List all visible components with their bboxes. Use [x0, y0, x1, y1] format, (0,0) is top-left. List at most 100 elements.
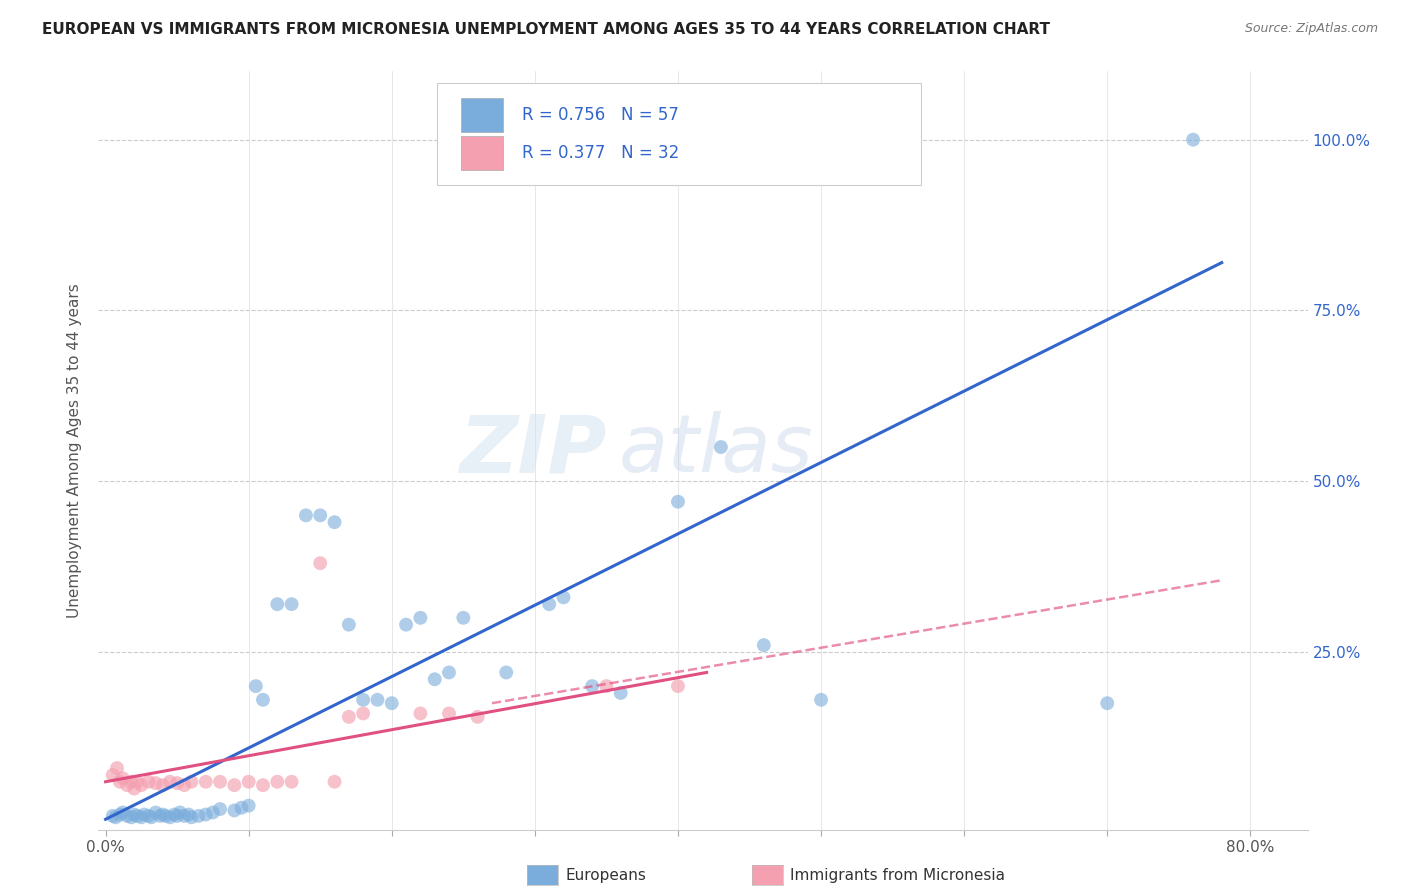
Point — [145, 805, 167, 820]
Point — [149, 809, 172, 823]
Point — [266, 597, 288, 611]
Text: ZIP: ZIP — [458, 411, 606, 490]
Point — [395, 617, 418, 632]
Text: EUROPEAN VS IMMIGRANTS FROM MICRONESIA UNEMPLOYMENT AMONG AGES 35 TO 44 YEARS CO: EUROPEAN VS IMMIGRANTS FROM MICRONESIA U… — [42, 22, 1050, 37]
Point — [125, 809, 148, 823]
Point — [101, 809, 124, 823]
Point — [352, 706, 374, 721]
Point — [752, 638, 775, 652]
Point — [710, 440, 733, 454]
Point — [495, 665, 517, 680]
Point — [266, 774, 288, 789]
Point — [141, 810, 163, 824]
Point — [252, 778, 274, 792]
Point — [105, 761, 128, 775]
Text: R = 0.377   N = 32: R = 0.377 N = 32 — [522, 145, 679, 162]
Point — [231, 800, 253, 814]
Point — [252, 693, 274, 707]
Point — [538, 597, 561, 611]
Point — [145, 776, 167, 790]
Text: Immigrants from Micronesia: Immigrants from Micronesia — [790, 869, 1005, 883]
Point — [125, 774, 148, 789]
Point — [111, 805, 134, 820]
Point — [224, 778, 246, 792]
Point — [122, 781, 145, 796]
Point — [108, 807, 131, 822]
Text: R = 0.756   N = 57: R = 0.756 N = 57 — [522, 106, 679, 124]
Point — [1182, 133, 1205, 147]
Point — [323, 515, 346, 529]
Point — [159, 810, 181, 824]
Point — [437, 706, 460, 721]
Point — [120, 774, 142, 789]
Point — [201, 805, 224, 820]
Point — [101, 768, 124, 782]
Point — [173, 778, 195, 792]
Text: atlas: atlas — [619, 411, 813, 490]
Point — [666, 494, 689, 508]
Point — [337, 617, 360, 632]
Point — [810, 693, 832, 707]
Point — [409, 706, 432, 721]
Point — [177, 807, 200, 822]
Point — [309, 556, 332, 570]
Point — [209, 774, 232, 789]
Point — [381, 696, 404, 710]
Point — [423, 673, 446, 687]
Point — [209, 802, 232, 816]
Point — [194, 807, 217, 822]
Point — [238, 798, 260, 813]
Point — [280, 774, 302, 789]
Point — [467, 710, 489, 724]
Point — [666, 679, 689, 693]
Point — [180, 810, 202, 824]
Point — [245, 679, 267, 693]
Point — [280, 597, 302, 611]
Point — [131, 810, 153, 824]
Point — [138, 774, 160, 789]
Point — [366, 693, 388, 707]
Point — [166, 776, 188, 790]
Point — [166, 809, 188, 823]
Point — [159, 774, 181, 789]
Point — [238, 774, 260, 789]
Point — [111, 772, 134, 786]
Text: Europeans: Europeans — [565, 869, 647, 883]
Point — [134, 807, 156, 822]
Point — [309, 508, 332, 523]
FancyBboxPatch shape — [461, 136, 503, 170]
Point — [104, 810, 127, 824]
Point — [180, 774, 202, 789]
Point — [224, 804, 246, 818]
Point — [115, 809, 138, 823]
Point — [409, 611, 432, 625]
Point — [152, 778, 174, 792]
Point — [108, 774, 131, 789]
Point — [323, 774, 346, 789]
FancyBboxPatch shape — [437, 83, 921, 186]
FancyBboxPatch shape — [461, 98, 503, 132]
Point — [122, 807, 145, 822]
Point — [352, 693, 374, 707]
Y-axis label: Unemployment Among Ages 35 to 44 years: Unemployment Among Ages 35 to 44 years — [67, 283, 83, 618]
Point — [163, 807, 186, 822]
Point — [595, 679, 617, 693]
Point — [453, 611, 475, 625]
Point — [609, 686, 631, 700]
Point — [152, 807, 174, 822]
Point — [187, 809, 209, 823]
Point — [155, 809, 177, 823]
Point — [169, 805, 191, 820]
Text: Source: ZipAtlas.com: Source: ZipAtlas.com — [1244, 22, 1378, 36]
Point — [115, 778, 138, 792]
Point — [138, 809, 160, 823]
Point — [581, 679, 603, 693]
Point — [1097, 696, 1119, 710]
Point — [120, 810, 142, 824]
Point — [337, 710, 360, 724]
Point — [173, 809, 195, 823]
Point — [131, 778, 153, 792]
Point — [437, 665, 460, 680]
Point — [194, 774, 217, 789]
Point — [295, 508, 318, 523]
